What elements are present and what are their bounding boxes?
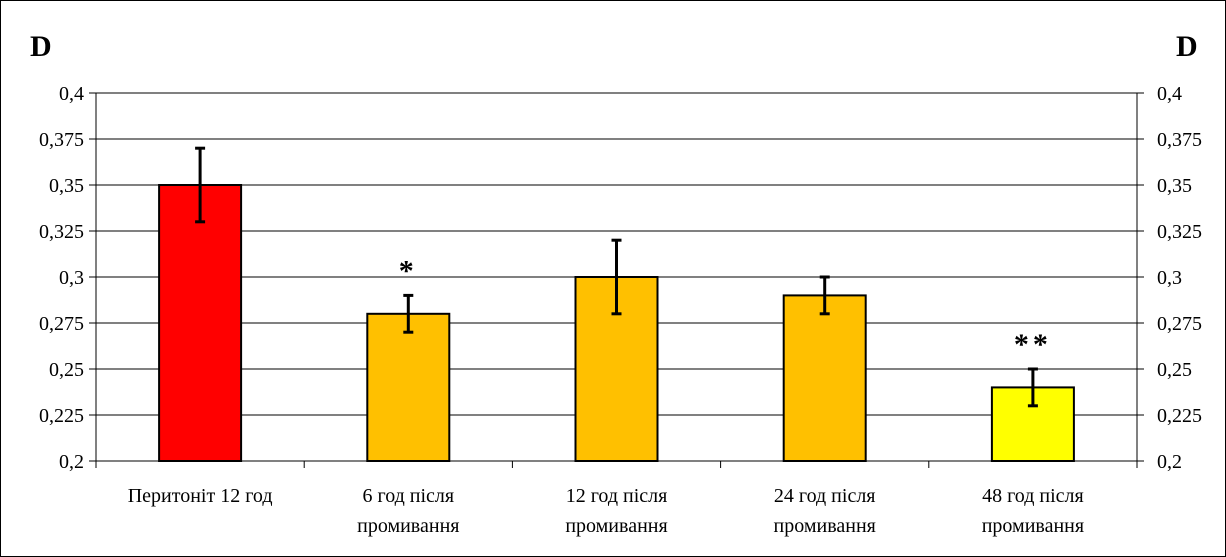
bars xyxy=(158,146,1075,462)
y-tick-label-left: 0,25 xyxy=(49,359,84,381)
y-tick-label-left: 0,4 xyxy=(59,83,84,105)
x-category-label: промивання xyxy=(357,515,459,537)
y-tick-label-left: 0,325 xyxy=(39,221,84,243)
x-category-label: 48 год після xyxy=(982,485,1084,507)
y-tick-label-left: 0,35 xyxy=(49,175,84,197)
significance-marker: ** xyxy=(1014,328,1052,361)
y-tick-label-right: 0,275 xyxy=(1157,313,1202,335)
bar xyxy=(782,294,867,462)
x-category-label: 6 год після xyxy=(362,485,454,507)
y-axis-title-left: D xyxy=(30,30,52,63)
y-tick-label-right: 0,25 xyxy=(1157,359,1192,381)
y-tick-label-right: 0,225 xyxy=(1157,405,1202,427)
x-category-label: промивання xyxy=(565,515,667,537)
y-tick-label-right: 0,2 xyxy=(1157,451,1182,473)
bar xyxy=(158,184,243,462)
significance-marker: * xyxy=(399,254,418,287)
y-tick-label-right: 0,35 xyxy=(1157,175,1192,197)
y-tick-label-right: 0,3 xyxy=(1157,267,1182,289)
y-tick-label-left: 0,2 xyxy=(59,451,84,473)
labels: 0,2 0,2 0,225 0,225 0,25 0,25 0,275 0,275 0,3 0,3… xyxy=(39,83,1202,537)
axes xyxy=(89,92,1144,468)
y-tick-label-left: 0,225 xyxy=(39,405,84,427)
x-category-label: промивання xyxy=(774,515,876,537)
x-category-label: Перитоніт 12 год xyxy=(128,485,273,507)
x-category-label: 12 год після xyxy=(566,485,668,507)
y-axis-title-right: D xyxy=(1176,30,1198,63)
y-tick-label-left: 0,375 xyxy=(39,129,84,151)
y-tick-label-right: 0,375 xyxy=(1157,129,1202,151)
y-tick-label-right: 0,4 xyxy=(1157,83,1182,105)
y-tick-label-right: 0,325 xyxy=(1157,221,1202,243)
x-category-label: 24 год після xyxy=(774,485,876,507)
gridlines xyxy=(96,92,1137,416)
bar xyxy=(366,312,451,462)
y-tick-label-left: 0,275 xyxy=(39,313,84,335)
x-category-label: промивання xyxy=(982,515,1084,537)
y-tick-label-left: 0,3 xyxy=(59,267,84,289)
